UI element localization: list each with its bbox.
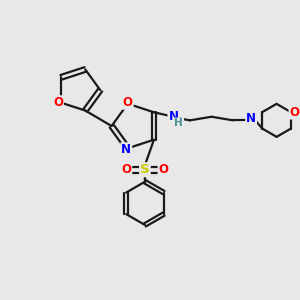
Text: H: H: [174, 118, 183, 128]
Text: O: O: [158, 163, 169, 176]
Text: S: S: [140, 163, 150, 176]
Text: O: O: [53, 96, 63, 109]
Text: N: N: [121, 143, 131, 156]
Text: O: O: [121, 163, 131, 176]
Text: N: N: [246, 112, 256, 125]
Text: O: O: [290, 106, 299, 118]
Text: N: N: [168, 110, 178, 123]
Text: O: O: [123, 96, 133, 109]
